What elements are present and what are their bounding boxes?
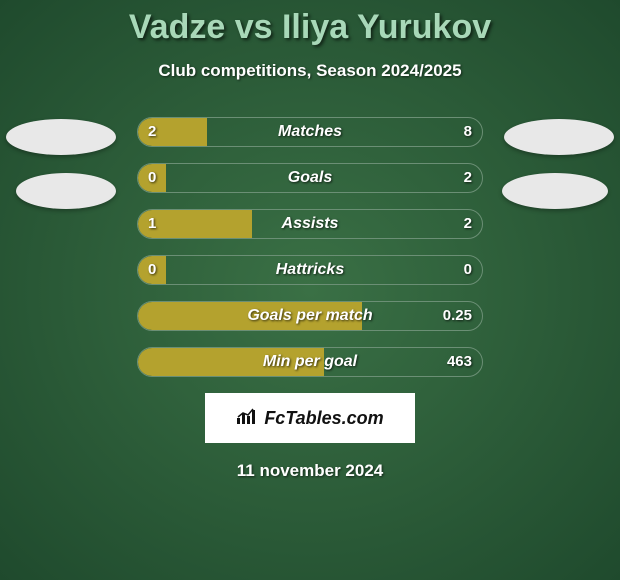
comparison-title: Vadze vs Iliya Yurukov: [0, 0, 620, 47]
stat-row: 28Matches: [137, 117, 483, 147]
chart-icon: [236, 407, 258, 430]
stats-bars: 28Matches 02Goals 12Assists 00Hattricks 0.25…: [137, 117, 483, 377]
stat-label: Matches: [138, 118, 482, 146]
brand-badge: FcTables.com: [205, 393, 415, 443]
stat-label: Goals: [138, 164, 482, 192]
stat-row: 0.25Goals per match: [137, 301, 483, 331]
stat-label: Assists: [138, 210, 482, 238]
player-right-avatar-2: [502, 173, 608, 209]
stat-label: Hattricks: [138, 256, 482, 284]
stat-label: Min per goal: [138, 348, 482, 376]
stat-label: Goals per match: [138, 302, 482, 330]
player-left-avatar-1: [6, 119, 116, 155]
stat-row: 00Hattricks: [137, 255, 483, 285]
brand-text: FcTables.com: [264, 408, 383, 429]
comparison-subtitle: Club competitions, Season 2024/2025: [0, 61, 620, 81]
stat-row: 463Min per goal: [137, 347, 483, 377]
player-right-avatar-1: [504, 119, 614, 155]
date-text: 11 november 2024: [0, 461, 620, 481]
player-left-avatar-2: [16, 173, 116, 209]
stat-row: 02Goals: [137, 163, 483, 193]
stat-row: 12Assists: [137, 209, 483, 239]
